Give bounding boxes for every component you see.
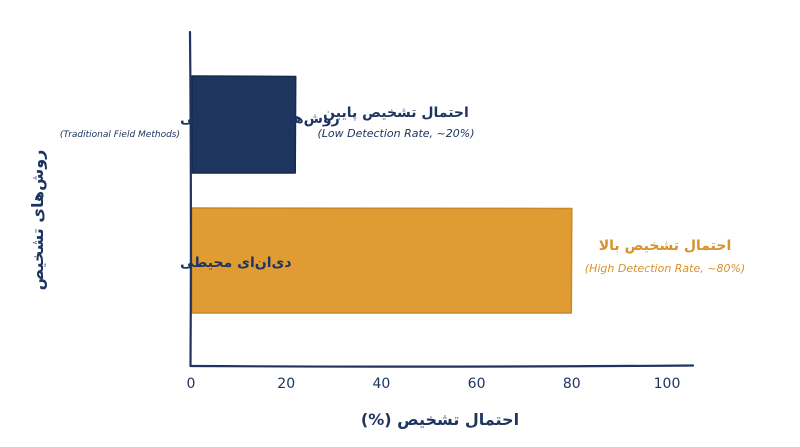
bars-group <box>191 75 573 314</box>
x-tick-label: 80 <box>563 376 581 392</box>
x-tick-label: 100 <box>654 376 681 392</box>
bar-1 <box>191 207 573 314</box>
x-axis-line <box>189 364 695 368</box>
x-tick-label: 40 <box>372 376 390 392</box>
category-sublabel: (Traditional Field Methods) <box>60 130 180 140</box>
annotation-title: احتمال تشخیص بالا <box>599 238 732 254</box>
annotation-subtitle: (High Detection Rate, ~80%) <box>585 262 745 275</box>
x-tick-label: 60 <box>468 376 486 392</box>
y-axis-title: روش‌های تشخیص <box>28 150 47 291</box>
axes-group <box>188 30 695 368</box>
annotations-group: احتمال تشخیص پایین (Low Detection Rate, ~… <box>318 105 746 275</box>
category-labels-group: روش‌های میدانی سنتی(Traditional Field Me… <box>60 111 340 271</box>
x-tick-label: 20 <box>277 376 295 392</box>
annotation-subtitle: (Low Detection Rate, ~20%) <box>318 127 475 140</box>
y-axis-line <box>188 30 192 368</box>
category-label: دی‌ان‌ای محیطی <box>180 255 292 271</box>
x-axis-title: احتمال تشخیص (%) <box>361 410 519 429</box>
x-tick-label: 0 <box>187 376 196 392</box>
x-ticks-group: 0 20 40 60 80 100 <box>187 376 681 392</box>
bar-0 <box>191 75 297 174</box>
annotation-title: احتمال تشخیص پایین <box>323 105 469 121</box>
category-label: روش‌های میدانی سنتی <box>180 111 340 127</box>
